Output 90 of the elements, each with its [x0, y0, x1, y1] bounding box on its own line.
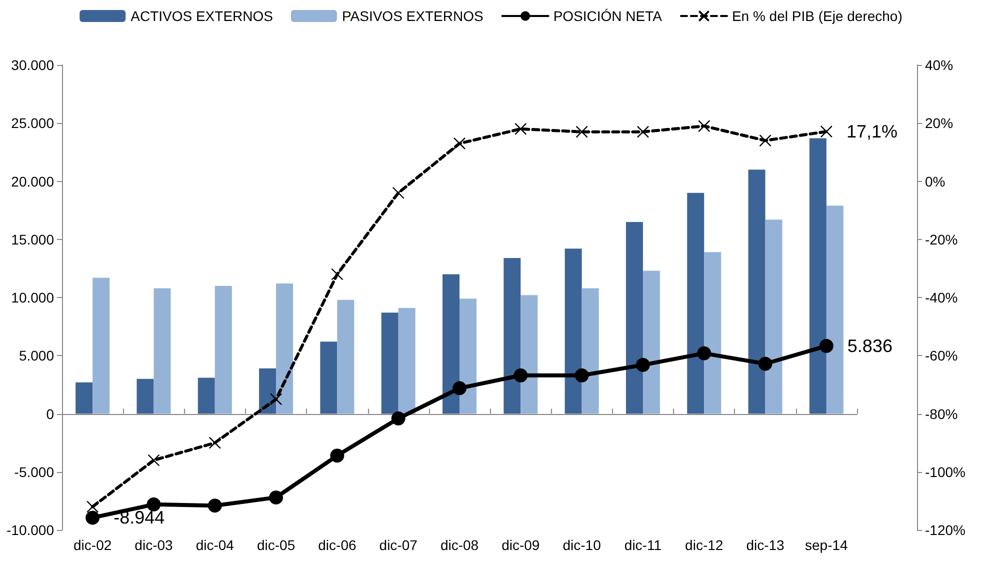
bar — [381, 312, 398, 414]
y2-tick-label: 40% — [925, 57, 954, 73]
x-tick-label: sep-14 — [805, 537, 848, 553]
legend-label: POSICIÓN NETA — [553, 8, 663, 24]
point — [270, 393, 282, 406]
x-tick-label: dic-06 — [318, 537, 356, 553]
bar — [642, 270, 660, 414]
bar — [520, 295, 538, 414]
y2-tick-label: -120% — [925, 522, 966, 538]
point — [758, 356, 772, 371]
point — [392, 186, 404, 199]
y-tick-label: -10.000 — [6, 522, 54, 538]
bar — [136, 378, 154, 414]
y2-tick-label: 20% — [925, 115, 954, 132]
y-tick-label: 5.000 — [18, 348, 54, 364]
point — [453, 137, 466, 150]
point — [208, 436, 221, 449]
point — [146, 497, 161, 512]
data-label: 5.836 — [847, 336, 892, 356]
point — [452, 381, 466, 396]
x-tick-label: dic-10 — [562, 537, 602, 553]
bar — [687, 192, 704, 414]
point — [514, 122, 527, 136]
point — [514, 368, 528, 382]
bar — [320, 342, 338, 414]
bar — [198, 378, 215, 414]
x-tick-label: dic-09 — [502, 537, 540, 553]
point — [148, 454, 160, 466]
bar — [704, 252, 722, 414]
bar — [765, 220, 782, 414]
x-tick-label: dic-07 — [379, 537, 418, 553]
x-tick-label: dic-08 — [440, 537, 479, 553]
point — [697, 346, 712, 360]
point — [820, 125, 833, 138]
legend-label: En % del PIB (Eje derecho) — [732, 8, 902, 24]
x-tick-label: dic-05 — [256, 537, 296, 553]
bar — [154, 288, 171, 414]
point — [636, 358, 650, 372]
point — [759, 134, 772, 147]
point — [86, 500, 99, 513]
point — [819, 338, 834, 353]
y2-tick-label: 0% — [925, 173, 946, 190]
y-tick-label: 30.000 — [11, 57, 54, 73]
x-tick-label: dic-02 — [74, 537, 112, 553]
bar — [259, 368, 276, 414]
point — [86, 510, 100, 525]
point — [576, 126, 588, 138]
x-tick-label: dic-13 — [746, 537, 785, 553]
bar — [442, 274, 460, 414]
bar — [504, 258, 521, 414]
y-tick-label: 15.000 — [11, 231, 54, 248]
x-tick-label: dic-12 — [685, 537, 724, 553]
y2-tick-label: -100% — [925, 464, 966, 480]
point — [331, 268, 344, 280]
point — [391, 411, 406, 426]
point — [574, 368, 589, 382]
bar — [92, 278, 110, 414]
bar — [337, 300, 354, 414]
bar — [76, 382, 93, 414]
bar — [748, 170, 766, 414]
point — [698, 120, 710, 132]
y2-tick-label: -40% — [925, 290, 958, 306]
point — [330, 448, 344, 463]
y2-tick-label: -20% — [925, 231, 958, 248]
bar — [398, 308, 416, 414]
bar — [809, 138, 826, 414]
data-label: 17,1% — [846, 122, 898, 142]
legend-label: PASIVOS EXTERNOS — [342, 8, 484, 24]
y-tick-label: -5.000 — [14, 464, 54, 480]
point — [269, 490, 284, 504]
y-tick-label: 20.000 — [11, 173, 54, 190]
bar — [564, 248, 582, 414]
bar — [214, 286, 232, 414]
data-label: -8.944 — [114, 508, 165, 528]
x-tick-label: dic-03 — [134, 537, 174, 553]
legend-label: ACTIVOS EXTERNOS — [130, 8, 273, 24]
bar — [626, 222, 643, 414]
y2-tick-label: -60% — [925, 348, 958, 364]
y-tick-label: 10.000 — [11, 290, 54, 306]
point — [208, 498, 222, 513]
bar — [460, 298, 476, 414]
x-tick-label: dic-11 — [624, 537, 662, 553]
y2-tick-label: -80% — [925, 406, 958, 422]
y-tick-label: 0 — [46, 406, 54, 422]
y-tick-label: 25.000 — [11, 115, 54, 132]
bar — [826, 206, 844, 414]
bar — [276, 284, 294, 414]
bar — [582, 288, 599, 414]
point — [636, 126, 650, 138]
x-tick-label: dic-04 — [196, 537, 234, 553]
